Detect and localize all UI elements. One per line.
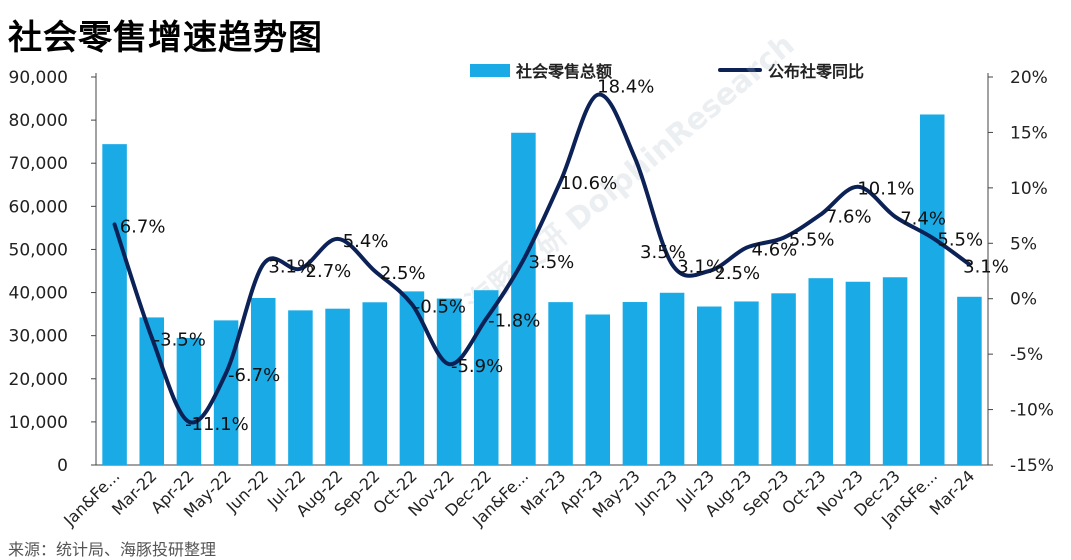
- bar: [771, 293, 796, 465]
- y-left-tick-label: 10,000: [9, 413, 68, 433]
- legend-item-retail-total: 社会零售总额: [470, 58, 612, 82]
- legend-label-yoy: 公布社零同比: [768, 62, 865, 81]
- yoy-data-label: 2.7%: [306, 261, 352, 282]
- y-left-tick-label: 50,000: [9, 240, 68, 260]
- y-right-tick-label: -15%: [1010, 456, 1054, 476]
- legend-item-yoy: 公布社零同比: [718, 58, 864, 82]
- yoy-data-label: 7.4%: [900, 209, 946, 230]
- bar: [288, 310, 313, 465]
- bar: [957, 296, 982, 465]
- yoy-data-label: -3.5%: [154, 330, 206, 351]
- yoy-data-label: -5.9%: [451, 356, 503, 377]
- y-right-tick-label: 5%: [1010, 234, 1037, 254]
- x-tick-label: Jun-23: [631, 466, 681, 516]
- bar: [325, 308, 350, 465]
- yoy-data-label: 5.5%: [789, 230, 835, 251]
- bar: [548, 302, 573, 465]
- bar: [659, 292, 685, 465]
- y-left-tick-label: 40,000: [9, 284, 68, 304]
- legend-swatch-line: [718, 68, 762, 72]
- bar: [808, 278, 834, 465]
- legend-swatch-bar: [470, 63, 510, 77]
- y-right-tick-label: 20%: [1010, 68, 1048, 88]
- y-right-tick-label: 0%: [1010, 290, 1037, 310]
- yoy-data-label: -11.1%: [185, 414, 249, 435]
- chart-title: 社会零售增速趋势图: [8, 18, 323, 58]
- y-right-tick-label: -5%: [1010, 345, 1043, 365]
- yoy-data-label: 2.5%: [380, 263, 426, 284]
- bar: [919, 114, 945, 465]
- y-left-tick-label: 70,000: [9, 154, 68, 174]
- bar: [845, 281, 871, 465]
- yoy-data-label: 5.4%: [343, 231, 389, 252]
- yoy-data-label: -6.7%: [228, 365, 280, 386]
- yoy-data-label: -1.8%: [488, 311, 540, 332]
- yoy-data-label: 3.1%: [268, 256, 314, 277]
- bar: [585, 314, 611, 465]
- bar: [176, 337, 202, 465]
- y-left-tick-label: 80,000: [9, 111, 68, 131]
- yoy-data-label: 3.5%: [529, 252, 575, 273]
- yoy-data-label: 3.1%: [677, 256, 723, 277]
- y-left-tick-label: 30,000: [9, 327, 68, 347]
- y-left-tick-label: 60,000: [9, 197, 68, 217]
- y-right-tick-label: 15%: [1010, 123, 1048, 143]
- yoy-data-label: 3.5%: [640, 242, 686, 263]
- yoy-line: [112, 92, 972, 425]
- yoy-data-label: 2.5%: [714, 263, 760, 284]
- yoy-data-label: 7.6%: [826, 206, 872, 227]
- chart-source: 来源：统计局、海豚投研整理: [8, 540, 217, 559]
- y-left-tick-label: 90,000: [9, 68, 68, 88]
- bar: [734, 301, 759, 465]
- bar: [102, 144, 127, 466]
- bar: [250, 297, 276, 465]
- yoy-data-label: 5.5%: [937, 230, 983, 251]
- bar: [622, 302, 648, 465]
- legend-label-retail-total: 社会零售总额: [516, 62, 613, 81]
- y-left-tick-label: 20,000: [9, 370, 68, 390]
- yoy-data-label: 18.4%: [597, 77, 654, 98]
- bar: [362, 302, 388, 465]
- y-right-tick-label: -10%: [1010, 401, 1054, 421]
- yoy-data-label: 10.1%: [857, 179, 914, 200]
- bar: [882, 277, 908, 465]
- yoy-data-label: 4.6%: [752, 240, 798, 261]
- x-tick-label: Jun-22: [222, 466, 272, 516]
- y-left-tick-label: 0: [57, 456, 68, 476]
- yoy-data-label: 10.6%: [560, 173, 617, 194]
- yoy-data-label: -0.5%: [414, 296, 466, 317]
- y-right-tick-label: 10%: [1010, 179, 1048, 199]
- bar: [436, 298, 462, 465]
- yoy-data-label: 6.7%: [120, 216, 166, 237]
- bar: [696, 306, 722, 465]
- bar: [511, 132, 536, 465]
- yoy-data-label: 3.1%: [963, 256, 1009, 277]
